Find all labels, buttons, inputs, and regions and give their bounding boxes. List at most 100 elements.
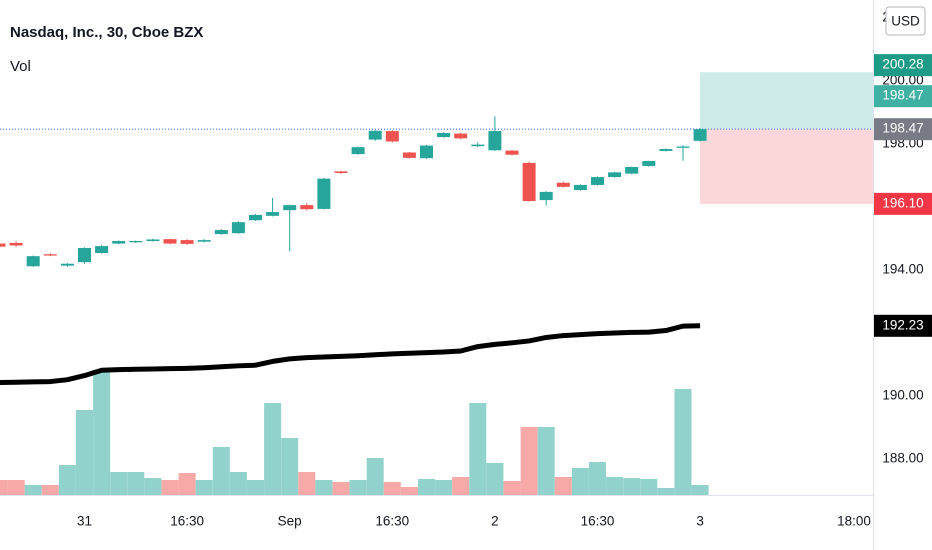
volume-bar [24,485,42,495]
candle-body [693,129,707,141]
stop-label: 196.10 [882,195,923,210]
line-last-label: 192.23 [882,317,923,332]
candle-body [539,191,553,201]
volume-bar [298,472,316,495]
candle-body [402,152,416,158]
volume-bar [691,485,709,495]
volume-bar [264,403,282,495]
candle-body [214,230,228,235]
volume-bar [178,473,196,495]
volume-bar [229,472,247,495]
x-tick-label: 16:30 [375,514,409,529]
volume-bar [606,477,624,495]
volume-bar [469,403,487,495]
candle-body [283,205,297,211]
y-tick-label: 188.00 [882,451,923,466]
candle-body [676,146,690,148]
volume-bar [589,462,606,495]
currency-button[interactable] [885,6,926,36]
target-label-badge [874,54,932,77]
volume-bar [0,480,8,495]
chart-title: Nasdaq, Inc., 30, Cboe BZX [10,24,203,41]
volume-label: Vol [10,58,31,75]
candle-body [163,239,177,244]
candle-body [129,241,143,243]
volume-bar [452,477,470,495]
candle-body [9,242,23,246]
last-price-label: 198.47 [882,121,923,136]
target-label: 200.28 [882,57,923,72]
candle-body [197,240,211,242]
volume-bar [110,472,128,495]
volume-bar [161,480,179,495]
volume-bar [366,458,384,495]
candle-body [0,243,6,247]
candle-body [573,184,587,190]
price-axis: 188.00190.00192.00194.00196.00198.00200.… [874,10,932,466]
volume-bar [383,482,401,495]
volume-bar [7,480,25,495]
volume-bar [212,447,230,495]
line-last-label-badge [874,314,932,337]
x-tick-label: 18:00 [837,514,871,529]
y-tick-label: 194.00 [882,262,923,277]
target-zone [700,72,873,130]
candle-body [385,131,399,142]
volume-bar [41,485,59,495]
x-tick-label: 2 [491,514,499,529]
entry-label: 198.47 [882,88,923,103]
candle-body [60,263,74,266]
last-price-label-badge [874,118,932,141]
volume-bar [400,487,418,495]
candle-body [334,171,348,173]
candle-body [146,239,160,242]
volume-bar [58,465,76,495]
volume-bar [76,410,93,495]
entry-label-badge [874,85,932,108]
volume-bar [657,488,675,495]
candle-body [522,162,536,202]
volume-bar [520,427,538,495]
x-tick-label: 3 [696,514,704,529]
stop-label-badge [874,192,932,215]
stop-zone [700,129,873,204]
y-tick-label: 200.00 [882,73,923,88]
candle-body [78,247,91,263]
candle-body [420,145,433,159]
candle-body [642,161,656,167]
volume-bar [503,481,521,495]
candle-body [266,212,280,216]
candle-body [488,131,502,151]
candle-body [249,214,262,221]
candle-body [608,172,622,178]
candle-body [351,147,365,155]
candle-body [180,240,194,244]
x-tick-label: Sep [278,514,302,529]
candle-body [471,144,485,147]
x-tick-label: 16:30 [170,514,204,529]
candle-body [556,182,570,187]
volume-bar [640,479,658,495]
candle-body [43,254,57,256]
x-tick-label: 31 [77,514,92,529]
volume-bar [144,478,162,495]
candle-body [591,177,604,185]
line-series [0,323,701,385]
volume-bar [281,438,299,495]
candle-body [26,256,40,267]
volume-bar [332,482,350,495]
candle-body [368,130,382,140]
y-tick-label: 190.00 [882,388,923,403]
candle-body [300,205,314,210]
candle-body [231,222,245,234]
volume-bar [247,480,264,495]
x-tick-label: 16:30 [581,514,615,529]
candle-body [659,149,673,151]
volume-bar [674,389,692,495]
volume-bar [623,478,641,495]
candle-body [437,132,451,138]
volume-bar [554,477,572,495]
volume-bar [315,480,333,495]
volume-bar [349,480,367,495]
